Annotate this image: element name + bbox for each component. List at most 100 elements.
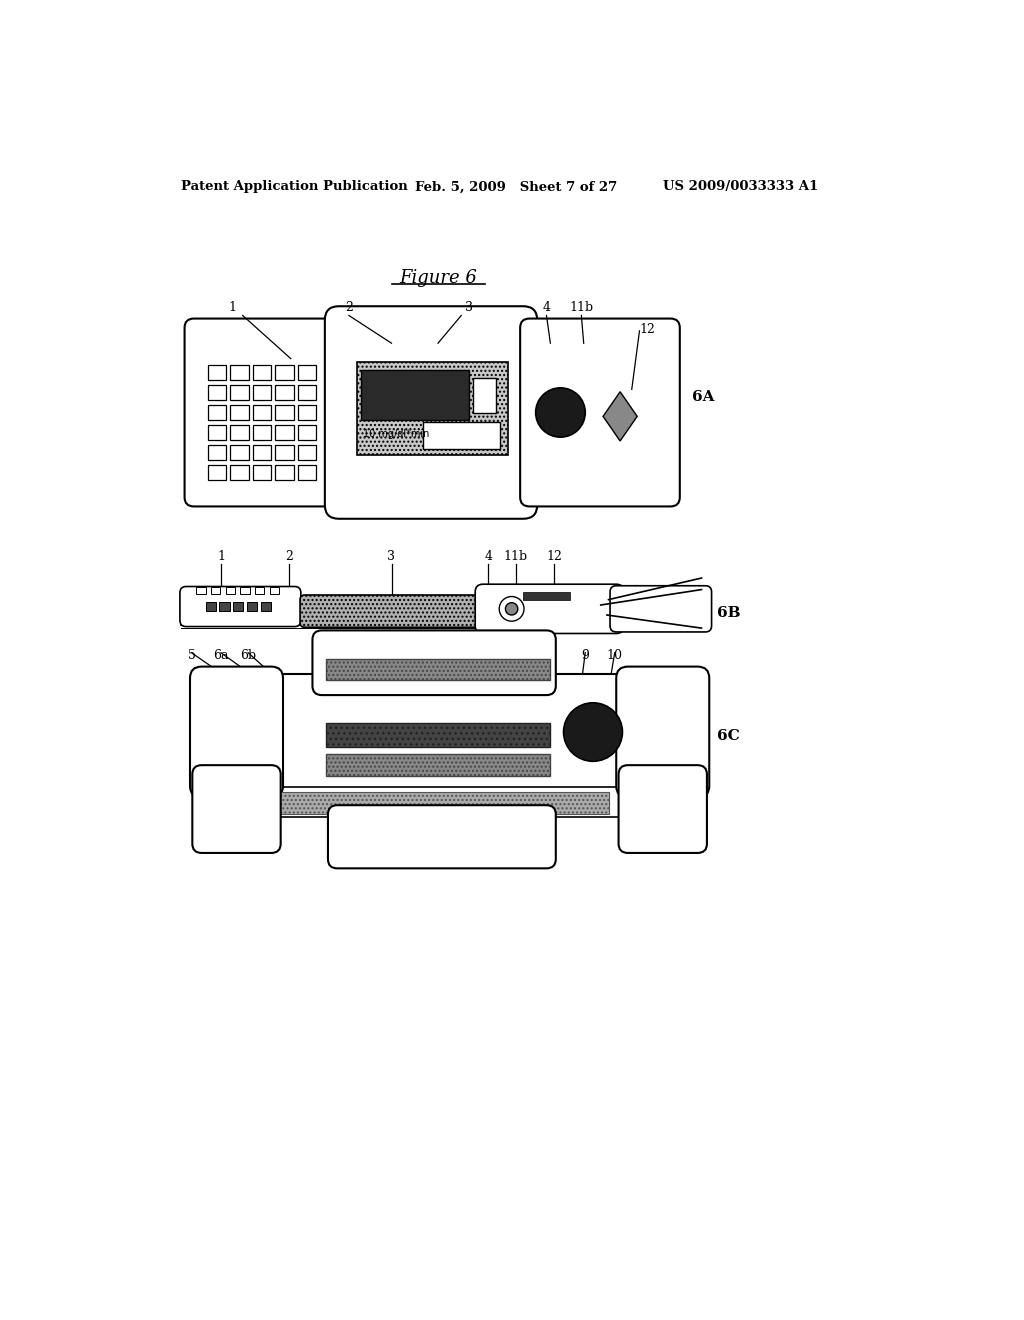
Bar	[253, 385, 271, 400]
Bar	[356, 363, 508, 455]
Bar	[473, 378, 496, 412]
Text: 2: 2	[345, 301, 353, 314]
Circle shape	[536, 388, 586, 437]
Text: 6a: 6a	[213, 649, 228, 661]
Text: 3: 3	[465, 301, 473, 314]
FancyBboxPatch shape	[616, 667, 710, 797]
Text: Feb. 5, 2009   Sheet 7 of 27: Feb. 5, 2009 Sheet 7 of 27	[415, 181, 617, 194]
Bar	[253, 465, 271, 480]
Text: Patent Application Publication: Patent Application Publication	[180, 181, 408, 194]
Bar	[253, 364, 271, 380]
Bar	[253, 405, 271, 420]
Text: 12: 12	[547, 549, 562, 562]
Text: 2: 2	[286, 549, 293, 562]
Text: 5: 5	[187, 649, 196, 661]
Bar	[326, 723, 550, 747]
Bar	[270, 587, 280, 594]
Bar	[230, 364, 249, 380]
Text: 9: 9	[582, 649, 589, 661]
Text: 10: 10	[606, 649, 623, 661]
Circle shape	[563, 702, 623, 762]
Bar	[253, 445, 271, 461]
Text: US 2009/0033333 A1: US 2009/0033333 A1	[663, 181, 818, 194]
Bar	[206, 675, 693, 789]
Bar	[230, 385, 249, 400]
Bar	[523, 591, 569, 599]
Bar	[208, 425, 226, 441]
Bar	[208, 385, 226, 400]
Text: 6b: 6b	[240, 649, 256, 661]
Bar	[230, 465, 249, 480]
Text: 12: 12	[640, 323, 655, 335]
Bar	[233, 602, 244, 611]
Text: 11a: 11a	[480, 649, 504, 661]
Bar	[253, 425, 271, 441]
Bar	[298, 465, 316, 480]
Text: 8a: 8a	[399, 649, 415, 661]
Bar	[298, 445, 316, 461]
Bar	[211, 587, 220, 594]
FancyBboxPatch shape	[190, 667, 283, 797]
Bar	[225, 587, 234, 594]
Text: 11b: 11b	[569, 301, 594, 314]
Text: 6B: 6B	[717, 606, 740, 619]
Bar	[261, 602, 271, 611]
Bar	[206, 602, 216, 611]
Bar	[275, 385, 294, 400]
Bar	[326, 755, 550, 776]
Bar	[275, 792, 608, 813]
Text: 4: 4	[543, 301, 551, 314]
Bar	[230, 405, 249, 420]
Bar	[275, 425, 294, 441]
Text: 6C: 6C	[717, 729, 739, 743]
Bar	[197, 587, 206, 594]
Bar	[326, 659, 550, 681]
FancyBboxPatch shape	[312, 631, 556, 696]
Bar	[208, 465, 226, 480]
Circle shape	[506, 603, 518, 615]
Bar	[248, 602, 257, 611]
FancyBboxPatch shape	[610, 586, 712, 632]
Text: Figure 6: Figure 6	[399, 269, 477, 286]
FancyBboxPatch shape	[475, 585, 624, 634]
Bar	[275, 405, 294, 420]
Bar	[180, 601, 701, 626]
Text: 4: 4	[484, 549, 493, 562]
Text: 8b: 8b	[399, 659, 415, 672]
FancyBboxPatch shape	[325, 306, 538, 519]
FancyBboxPatch shape	[193, 766, 281, 853]
FancyBboxPatch shape	[184, 318, 343, 507]
Circle shape	[500, 597, 524, 622]
Bar	[219, 602, 229, 611]
FancyBboxPatch shape	[180, 586, 301, 627]
Bar	[298, 364, 316, 380]
Bar	[206, 788, 693, 817]
Bar	[208, 445, 226, 461]
Text: 6A: 6A	[692, 391, 715, 404]
Text: 3: 3	[387, 549, 395, 562]
Text: 7: 7	[332, 649, 340, 661]
Bar	[275, 445, 294, 461]
Text: 10 mg/dl*min: 10 mg/dl*min	[362, 429, 429, 440]
Polygon shape	[603, 392, 637, 441]
Bar	[255, 587, 264, 594]
FancyBboxPatch shape	[520, 318, 680, 507]
Bar	[241, 587, 250, 594]
Text: 11b: 11b	[504, 549, 527, 562]
FancyBboxPatch shape	[300, 595, 481, 627]
Bar	[360, 370, 469, 420]
Bar	[298, 425, 316, 441]
FancyBboxPatch shape	[618, 766, 707, 853]
FancyBboxPatch shape	[328, 805, 556, 869]
Bar	[208, 405, 226, 420]
Bar	[230, 425, 249, 441]
Bar	[230, 445, 249, 461]
Bar	[423, 422, 500, 449]
Bar	[208, 364, 226, 380]
Bar	[298, 405, 316, 420]
Bar	[275, 364, 294, 380]
Bar	[275, 465, 294, 480]
Text: 1: 1	[217, 549, 225, 562]
Text: 1: 1	[228, 301, 237, 314]
Bar	[298, 385, 316, 400]
